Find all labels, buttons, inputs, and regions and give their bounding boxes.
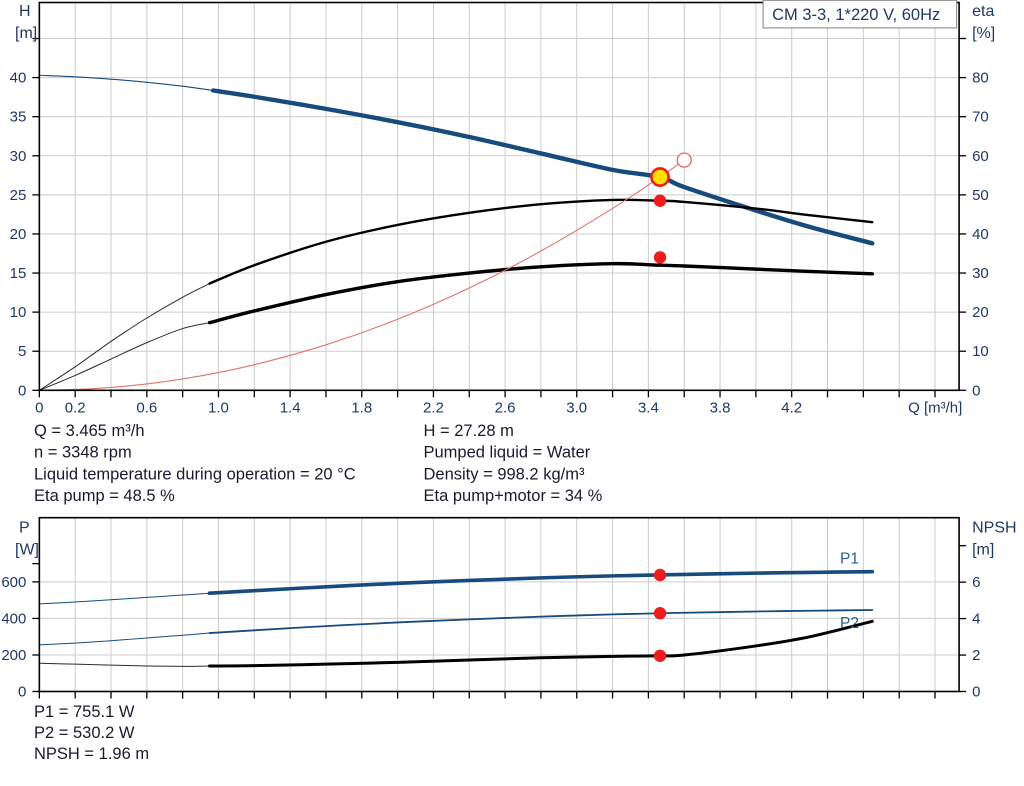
svg-text:0.6: 0.6 (136, 399, 157, 416)
svg-text:CM 3-3, 1*220 V, 60Hz: CM 3-3, 1*220 V, 60Hz (772, 6, 940, 24)
svg-text:400: 400 (1, 610, 26, 627)
svg-text:4.2: 4.2 (781, 399, 802, 416)
svg-text:[m]: [m] (972, 542, 994, 559)
svg-text:600: 600 (1, 574, 26, 591)
svg-text:0: 0 (972, 382, 980, 399)
svg-text:[%]: [%] (972, 25, 995, 42)
svg-text:3.4: 3.4 (638, 399, 659, 416)
svg-text:4: 4 (972, 611, 980, 628)
svg-text:10: 10 (972, 343, 989, 360)
svg-text:NPSH = 1.96 m: NPSH = 1.96 m (34, 745, 149, 763)
svg-text:80: 80 (972, 70, 989, 87)
svg-text:P2: P2 (840, 615, 859, 632)
svg-text:30: 30 (10, 148, 27, 165)
svg-text:Eta pump+motor = 34 %: Eta pump+motor = 34 % (424, 487, 603, 505)
svg-text:Liquid temperature during oper: Liquid temperature during operation = 20… (34, 465, 356, 483)
svg-text:40: 40 (10, 70, 27, 87)
svg-text:20: 20 (972, 304, 989, 321)
svg-text:0: 0 (18, 382, 26, 399)
svg-text:0: 0 (972, 684, 980, 701)
svg-text:5: 5 (18, 343, 26, 360)
svg-text:eta: eta (972, 3, 994, 20)
svg-text:2.2: 2.2 (423, 399, 444, 416)
svg-text:15: 15 (10, 265, 27, 282)
svg-text:1.0: 1.0 (208, 399, 229, 416)
svg-text:n = 3348 rpm: n = 3348 rpm (34, 444, 132, 462)
svg-text:H: H (19, 3, 31, 20)
svg-text:NPSH: NPSH (972, 520, 1016, 537)
svg-text:25: 25 (10, 187, 27, 204)
svg-text:P1: P1 (840, 551, 859, 568)
svg-text:30: 30 (972, 265, 989, 282)
svg-text:2: 2 (972, 647, 980, 664)
svg-text:0: 0 (35, 399, 43, 416)
svg-text:3.8: 3.8 (710, 399, 731, 416)
svg-text:H = 27.28 m: H = 27.28 m (424, 422, 514, 440)
svg-text:Q = 3.465 m³/h: Q = 3.465 m³/h (34, 422, 145, 440)
svg-text:Density = 998.2 kg/m³: Density = 998.2 kg/m³ (424, 465, 585, 483)
svg-text:[m]: [m] (15, 25, 37, 42)
svg-text:P2 = 530.2 W: P2 = 530.2 W (34, 724, 135, 742)
svg-text:20: 20 (10, 226, 27, 243)
svg-text:P1 = 755.1 W: P1 = 755.1 W (34, 703, 135, 721)
svg-text:35: 35 (10, 109, 27, 126)
svg-text:1.8: 1.8 (351, 399, 372, 416)
svg-text:10: 10 (10, 304, 27, 321)
svg-text:0.2: 0.2 (65, 399, 86, 416)
svg-text:Pumped liquid = Water: Pumped liquid = Water (424, 444, 591, 462)
svg-text:70: 70 (972, 109, 989, 126)
svg-text:40: 40 (972, 226, 989, 243)
svg-text:200: 200 (1, 647, 26, 664)
svg-text:Q [m³/h]: Q [m³/h] (908, 399, 962, 416)
svg-text:50: 50 (972, 187, 989, 204)
svg-text:3.0: 3.0 (566, 399, 587, 416)
svg-text:60: 60 (972, 148, 989, 165)
svg-text:0: 0 (18, 684, 26, 701)
svg-text:2.6: 2.6 (495, 399, 516, 416)
svg-text:P: P (19, 520, 30, 537)
svg-text:Eta pump = 48.5 %: Eta pump = 48.5 % (34, 487, 175, 505)
svg-text:6: 6 (972, 574, 980, 591)
svg-text:1.4: 1.4 (280, 399, 301, 416)
svg-text:[W]: [W] (15, 542, 39, 559)
